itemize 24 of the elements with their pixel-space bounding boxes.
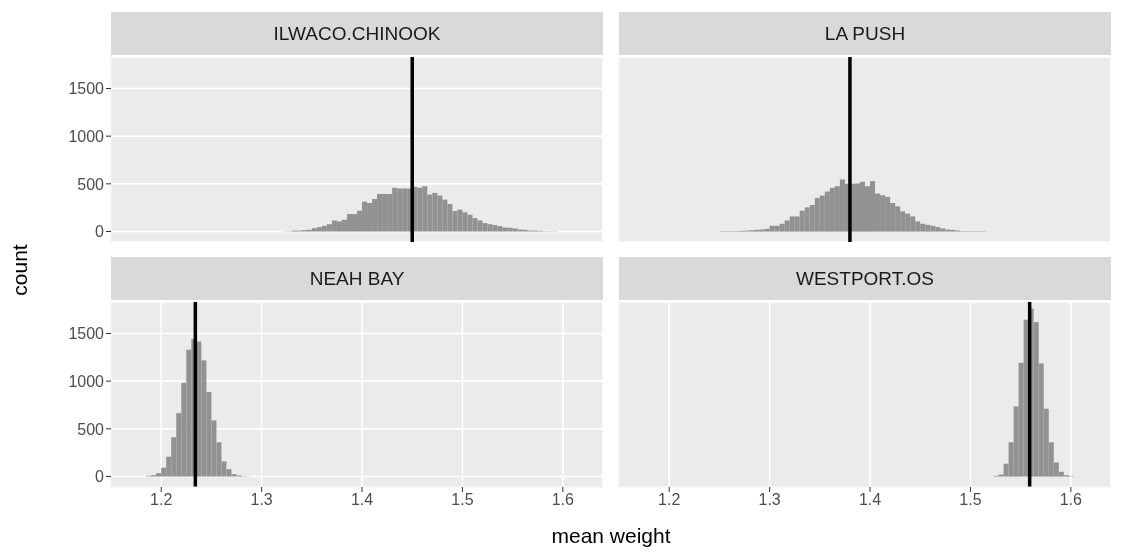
x-tick-label: 1.2 <box>658 491 681 509</box>
x-tick-label: 1.2 <box>150 491 173 509</box>
y-tick-label: 0 <box>95 223 105 241</box>
y-axis-title: count <box>8 244 32 296</box>
chart-title: NEAH BAY <box>111 257 603 300</box>
y-tick-label: 1500 <box>68 325 105 343</box>
x-tick-label: 1.3 <box>758 491 781 509</box>
x-tick-label: 1.6 <box>1059 491 1083 509</box>
chart-title: WESTPORT.OS <box>619 257 1111 300</box>
y-tick-label: 1000 <box>68 127 105 145</box>
y-tick-label: 1500 <box>68 80 105 98</box>
y-tick-label: 1000 <box>68 372 105 390</box>
x-tick-label: 1.6 <box>551 491 575 509</box>
x-tick-label: 1.3 <box>250 491 273 509</box>
x-tick-label: 1.4 <box>350 491 374 509</box>
x-tick-label: 1.5 <box>959 491 982 509</box>
x-axis-title: mean weight <box>550 524 672 548</box>
chart-title: LA PUSH <box>619 12 1111 55</box>
y-tick-label: 500 <box>77 175 105 193</box>
x-tick-label: 1.4 <box>858 491 882 509</box>
x-tick-label: 1.5 <box>451 491 474 509</box>
y-tick-label: 0 <box>95 468 105 486</box>
y-tick-label: 500 <box>77 420 105 438</box>
chart-title: ILWACO.CHINOOK <box>111 12 603 55</box>
